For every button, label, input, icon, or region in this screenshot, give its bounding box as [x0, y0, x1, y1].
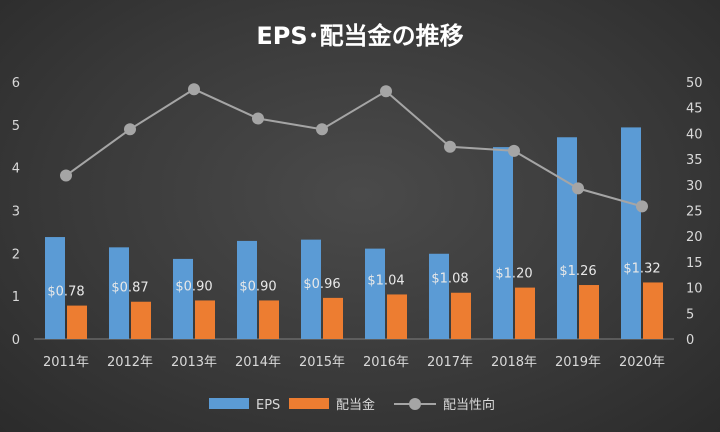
payout-ratio-point — [188, 83, 200, 96]
dividend-bar — [387, 294, 407, 339]
x-tick-label: 2014年 — [235, 355, 281, 370]
chart-title: EPS･配当金の推移 — [256, 22, 463, 50]
y2-tick-label: 40 — [686, 127, 703, 142]
dividend-bar — [323, 297, 343, 339]
payout-ratio-point — [508, 144, 520, 157]
dividend-data-label: $1.26 — [559, 264, 596, 279]
legend-label-dividend: 配当金 — [336, 397, 375, 413]
payout-ratio-line — [65, 88, 643, 208]
dividend-bar — [515, 287, 535, 339]
eps-bar — [109, 247, 129, 339]
dividend-data-label: $1.08 — [431, 272, 468, 287]
eps-bar — [557, 137, 577, 339]
payout-ratio-point — [636, 200, 648, 213]
x-tick-label: 2020年 — [619, 355, 665, 370]
dividend-bar — [131, 301, 151, 339]
payout-ratio-point — [60, 169, 72, 182]
legend-marker-ratio — [409, 398, 421, 410]
x-tick-label: 2013年 — [171, 355, 217, 370]
dividend-bar — [259, 300, 279, 339]
dividend-data-label: $0.87 — [111, 281, 148, 296]
payout-ratio-point — [316, 123, 328, 136]
x-tick-label: 2019年 — [555, 355, 601, 370]
dividend-bar — [451, 292, 471, 339]
y2-tick-label: 50 — [686, 76, 703, 91]
y-tick-label: 5 — [12, 119, 20, 134]
x-tick-label: 2016年 — [363, 355, 409, 370]
legend: EPS 配当金 配当性向 — [209, 397, 495, 413]
y2-tick-label: 10 — [686, 282, 703, 297]
bars — [45, 127, 663, 339]
y-tick-label: 4 — [12, 162, 20, 177]
y2-tick-label: 25 — [686, 205, 703, 220]
y-tick-label: 0 — [12, 333, 20, 348]
dividend-data-label: $1.04 — [367, 273, 404, 288]
eps-bar — [365, 248, 385, 339]
dividend-bar — [195, 300, 215, 339]
data-labels: $0.78 $0.87 $0.90 $0.90 $0.96 $1.04 $1.08 $1.20… — [47, 261, 660, 299]
payout-ratio-point — [572, 182, 584, 195]
x-tick-label: 2017年 — [427, 355, 473, 370]
y-tick-label: 2 — [12, 247, 20, 262]
dividend-data-label: $0.78 — [47, 285, 84, 300]
legend-label-ratio: 配当性向 — [443, 397, 495, 413]
payout-ratio-point — [252, 112, 264, 125]
dividend-data-label: $1.20 — [495, 267, 532, 282]
eps-bar — [301, 239, 321, 339]
eps-bar — [173, 258, 193, 339]
x-tick-label: 2015年 — [299, 355, 345, 370]
y2-tick-label: 45 — [686, 102, 703, 117]
eps-bar — [493, 147, 513, 339]
ratio-line — [60, 83, 648, 213]
dividend-data-label: $0.90 — [239, 279, 276, 294]
y2-tick-label: 15 — [686, 256, 703, 271]
y2-tick-label: 20 — [686, 230, 703, 245]
legend-swatch-eps — [209, 398, 249, 409]
dividend-data-label: $0.90 — [175, 279, 212, 294]
payout-ratio-point — [444, 140, 456, 153]
y2-tick-label: 30 — [686, 179, 703, 194]
x-tick-label: 2018年 — [491, 355, 537, 370]
x-tick-label: 2011年 — [43, 355, 89, 370]
y2-tick-label: 5 — [686, 307, 694, 322]
dividend-bar — [643, 282, 663, 339]
x-tick-label: 2012年 — [107, 355, 153, 370]
eps-bar — [621, 127, 641, 339]
eps-bar — [429, 253, 449, 339]
dividend-bar — [67, 305, 87, 339]
dividend-bar — [579, 285, 599, 339]
y-tick-label: 6 — [12, 76, 20, 91]
dividend-data-label: $0.96 — [303, 277, 340, 292]
legend-label-eps: EPS — [256, 398, 280, 413]
y-tick-label: 3 — [12, 205, 20, 220]
payout-ratio-point — [380, 85, 392, 98]
y2-tick-label: 0 — [686, 333, 694, 348]
y2-tick-label: 35 — [686, 153, 703, 168]
payout-ratio-point — [124, 123, 136, 136]
eps-bar — [45, 237, 65, 339]
eps-bar — [237, 240, 257, 339]
y-tick-label: 1 — [12, 290, 20, 305]
dividend-data-label: $1.32 — [623, 261, 660, 276]
legend-swatch-dividend — [289, 398, 329, 409]
